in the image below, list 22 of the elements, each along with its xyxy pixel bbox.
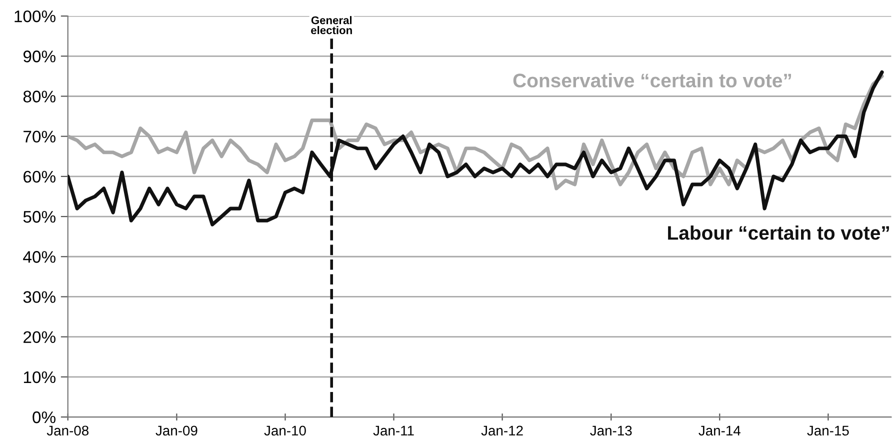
y-tick-label: 0% [32,411,56,424]
y-tick-label: 20% [24,331,56,344]
x-tick-label: Jan-12 [481,426,523,436]
x-tick-label: Jan-15 [807,426,849,436]
x-tick-label: Jan-13 [590,426,632,436]
y-tick-label: 10% [24,371,56,384]
x-tick-label: Jan-14 [698,426,740,436]
x-tick-label: Jan-09 [156,426,198,436]
y-tick-label: 60% [24,170,56,183]
x-tick-label: Jan-11 [373,426,414,436]
y-tick-label: 40% [23,251,56,263]
text: Conservative “certain to vote” [513,73,791,88]
y-tick-label: 30% [23,291,56,303]
y-tick-label: 100% [14,10,56,22]
series-label: Labour “certain to vote” [668,226,889,240]
x-tick-label: Jan-10 [264,426,306,436]
y-tick-label: 90% [23,50,56,62]
y-tick-label: 50% [23,210,56,223]
ref-line-label: General election [311,16,352,34]
y-tick-label: 80% [23,90,56,102]
y-tick-label: 70% [24,130,56,143]
x-tick-label: Jan-08 [46,426,88,436]
